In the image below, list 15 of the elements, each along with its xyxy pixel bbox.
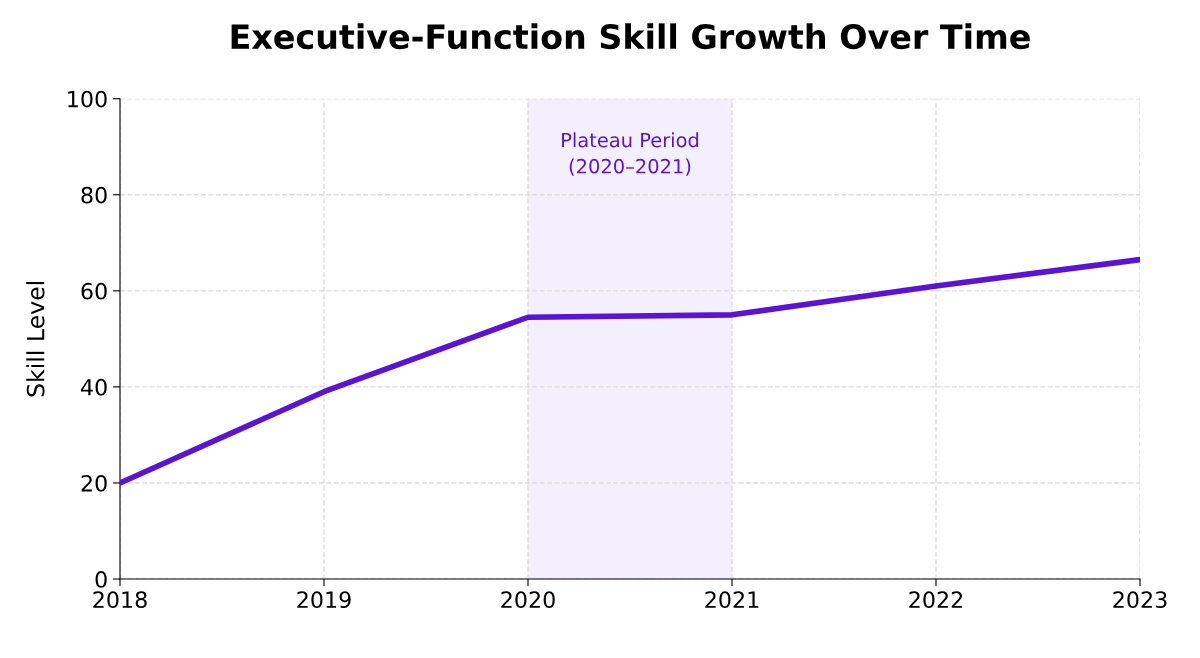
y-tick-label: 0 (95, 570, 107, 588)
x-tick-label: 2022 (909, 591, 963, 609)
y-tick-label: 20 (81, 474, 107, 492)
y-tick-label: 100 (68, 90, 107, 108)
y-axis-title: Skill Level (26, 282, 45, 397)
y-tick-label: 40 (81, 378, 107, 396)
band-label: Plateau Period (2020–2021) (562, 132, 699, 176)
x-tick-label: 2018 (93, 591, 147, 609)
x-tick-label: 2021 (705, 591, 759, 609)
x-tick-label: 2020 (501, 591, 555, 609)
x-tick-label: 2019 (297, 591, 351, 609)
chart-title: Executive-Function Skill Growth Over Time (231, 23, 1030, 50)
y-tick-label: 60 (81, 282, 107, 300)
y-tick-label: 80 (81, 186, 107, 204)
x-tick-label: 2023 (1113, 591, 1167, 609)
